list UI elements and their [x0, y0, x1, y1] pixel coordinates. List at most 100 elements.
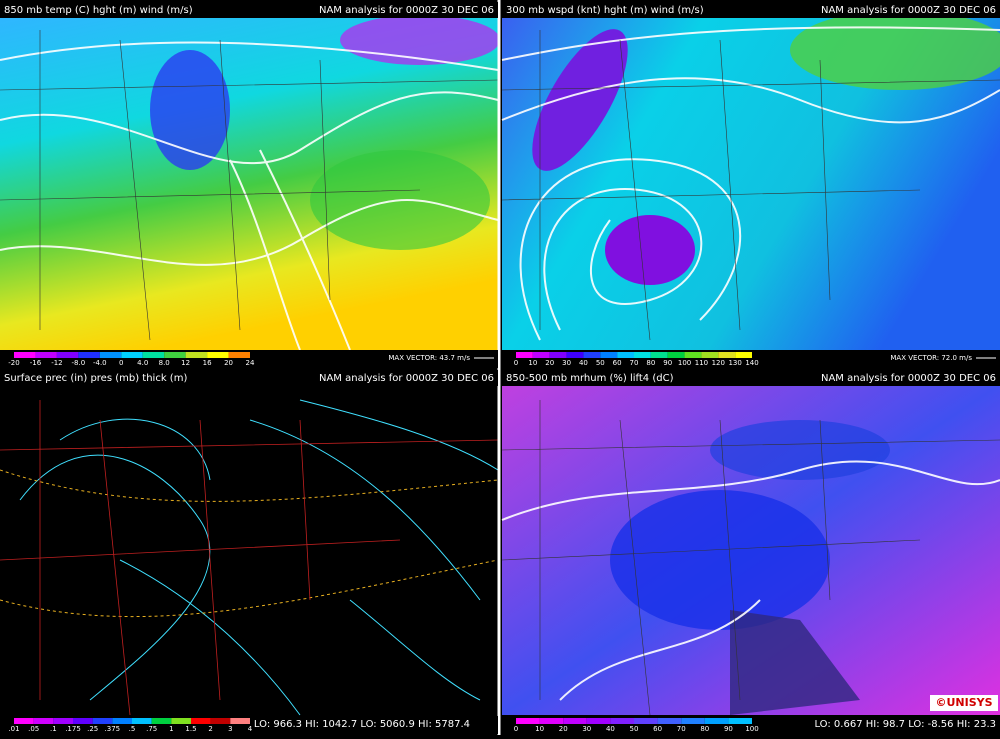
- scale-swatch: [121, 352, 143, 358]
- scale-swatch: [735, 352, 752, 358]
- scale-label: .375: [105, 725, 121, 733]
- scale-label: 40: [606, 725, 615, 733]
- scale-label: 12: [181, 359, 190, 367]
- scale-swatch: [650, 352, 668, 358]
- scale-label: 140: [745, 359, 758, 367]
- scale-swatch: [566, 352, 584, 358]
- extrema: LO: 0.667 HI: 98.7 LO: -8.56 HI: 23.3: [814, 719, 996, 730]
- scale-label: 8.0: [159, 359, 170, 367]
- jet-core: [790, 10, 1000, 90]
- scale-label: 0: [514, 359, 518, 367]
- scale-label: 80: [700, 725, 709, 733]
- humid-region: [610, 490, 830, 630]
- scale-label: .05: [28, 725, 39, 733]
- scale-swatch: [610, 718, 634, 724]
- header-bar: [0, 2, 498, 18]
- scale-label: .1: [50, 725, 57, 733]
- borders: [0, 30, 1000, 716]
- scale-label: 20: [559, 725, 568, 733]
- scale-label: 100: [678, 359, 691, 367]
- scale-swatch: [701, 352, 719, 358]
- scale-swatch: [185, 352, 208, 358]
- scale-swatch: [704, 718, 729, 724]
- scale-swatch: [718, 352, 736, 358]
- scale-label: 110: [695, 359, 708, 367]
- scale-label: -12: [51, 359, 62, 367]
- scale-label: 70: [677, 725, 686, 733]
- scale-label: 90: [724, 725, 733, 733]
- scale-swatch: [586, 718, 611, 724]
- scale-label: 4: [248, 725, 253, 733]
- logo-box: [930, 695, 998, 711]
- scale-swatch: [617, 352, 634, 358]
- scale-label: 100: [745, 725, 758, 733]
- max-vector: MAX VECTOR: 43.7 m/s: [388, 354, 470, 362]
- scale-label: 40: [579, 359, 588, 367]
- scale-label: 20: [224, 359, 233, 367]
- panel-analysis: NAM analysis for 0000Z 30 DEC 06: [319, 373, 494, 384]
- scale-label: 70: [630, 359, 639, 367]
- scale-swatch: [684, 352, 702, 358]
- header-bar: [502, 370, 1000, 386]
- scale-label: 130: [728, 359, 741, 367]
- scale-label: 16: [203, 359, 212, 367]
- scale-label: .01: [8, 725, 19, 733]
- scale-swatch: [56, 352, 79, 358]
- scale-swatch: [728, 718, 752, 724]
- scale-swatch: [210, 718, 231, 724]
- scale-swatch: [516, 352, 533, 358]
- scale-label: 10: [528, 359, 537, 367]
- scale-swatch: [151, 718, 172, 724]
- scale-swatch: [230, 718, 250, 724]
- dry-region: [730, 610, 860, 715]
- scale-label: .75: [146, 725, 157, 733]
- scale-swatch: [549, 352, 567, 358]
- scale-label: -20: [8, 359, 19, 367]
- scale-swatch: [92, 718, 113, 724]
- scale-swatch: [600, 352, 618, 358]
- scale-label: -4.0: [93, 359, 107, 367]
- scale-label: 60: [613, 359, 622, 367]
- scale-swatch: [14, 352, 36, 358]
- scale-label: 20: [545, 359, 554, 367]
- extrema: LO: 966.3 HI: 1042.7 LO: 5060.9 HI: 5787…: [254, 719, 470, 730]
- scale-label: 10: [535, 725, 544, 733]
- cold-region: [340, 15, 500, 65]
- thickness: [0, 469, 499, 618]
- scale-swatch: [33, 718, 54, 724]
- scale-label: 50: [596, 359, 605, 367]
- scale-swatch: [657, 718, 682, 724]
- scale-label: 24: [246, 359, 255, 367]
- scale-swatch: [516, 718, 540, 724]
- scale-swatch: [14, 718, 34, 724]
- isobars: [19, 399, 499, 716]
- scale-label: 0: [119, 359, 123, 367]
- jet-core: [605, 215, 695, 285]
- scale-swatch: [563, 718, 587, 724]
- scale-swatch: [78, 352, 100, 358]
- cold-region: [150, 50, 230, 170]
- scale-label: .175: [65, 725, 81, 733]
- max-vector: MAX VECTOR: 72.0 m/s: [890, 354, 972, 362]
- humid-region: [710, 420, 890, 480]
- scale-swatch: [142, 352, 165, 358]
- panel-title: 850 mb temp (C) hght (m) wind (m/s): [4, 5, 193, 16]
- panel-analysis: NAM analysis for 0000Z 30 DEC 06: [821, 373, 996, 384]
- scale-label: 60: [653, 725, 662, 733]
- scale-label: 1: [169, 725, 173, 733]
- scale-swatch: [171, 718, 191, 724]
- scale-swatch: [539, 718, 564, 724]
- scale-swatch: [228, 352, 250, 358]
- scale-label: 50: [630, 725, 639, 733]
- panel-analysis: NAM analysis for 0000Z 30 DEC 06: [821, 5, 996, 16]
- scale-label: 0: [514, 725, 518, 733]
- scale-swatch: [73, 718, 93, 724]
- scale-swatch: [35, 352, 57, 358]
- scale-swatch: [634, 718, 658, 724]
- scale-swatch: [583, 352, 601, 358]
- scale-label: 90: [663, 359, 672, 367]
- scale-label: .5: [129, 725, 136, 733]
